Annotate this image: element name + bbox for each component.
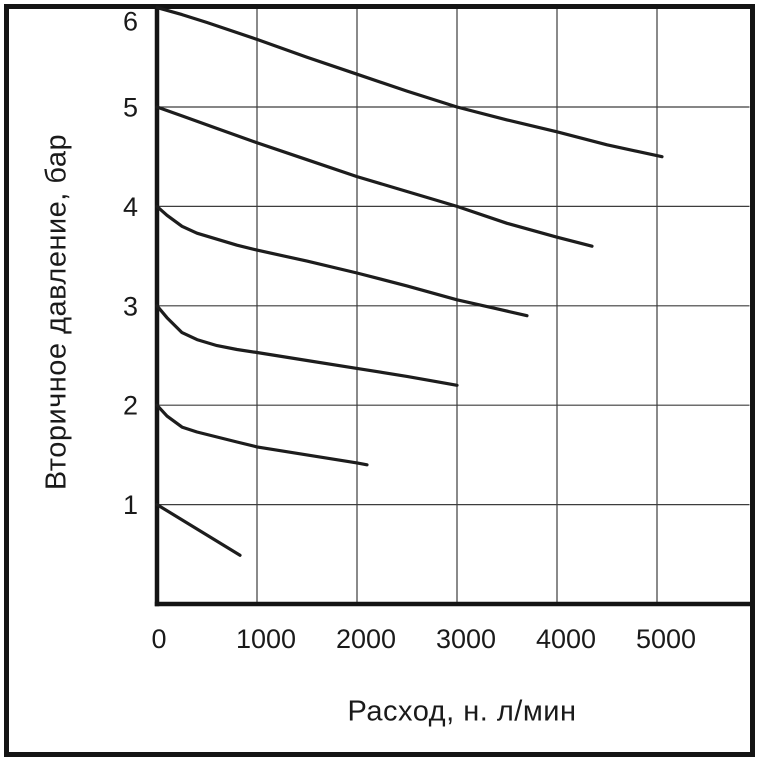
x-tick-label-0: 0 (151, 624, 166, 654)
curve-set-pressure-4-bar (155, 204, 529, 318)
curve-set-pressure-6-bar (155, 5, 664, 159)
y-tick-labels: 1 2 3 4 5 6 (123, 7, 138, 521)
y-axis-title: Вторичное давление, бар (40, 133, 73, 491)
x-tick-label-1000: 1000 (236, 624, 296, 654)
x-tick-label-4000: 4000 (536, 624, 596, 654)
curve-set-pressure-1-bar (155, 503, 242, 557)
x-tick-label-2000: 2000 (336, 624, 396, 654)
outer-frame (4, 4, 755, 757)
x-tick-label-3000: 3000 (436, 624, 496, 654)
pressure-curves (155, 5, 664, 557)
y-tick-label-3: 3 (123, 291, 138, 321)
y-tick-label-6: 6 (123, 7, 138, 37)
curve-set-pressure-3-bar (155, 304, 459, 387)
x-tick-labels: 0 1000 2000 3000 4000 5000 (151, 624, 696, 654)
y-tick-label-4: 4 (123, 192, 138, 222)
curve-set-pressure-2-bar (155, 403, 369, 467)
curve-set-pressure-5-bar (155, 105, 594, 248)
figure-frame (4, 4, 755, 757)
gridlines (157, 9, 750, 604)
y-tick-label-1: 1 (123, 490, 138, 520)
y-tick-label-2: 2 (123, 391, 138, 421)
x-axis-title: Расход, н. л/мин (347, 695, 577, 728)
y-tick-label-5: 5 (123, 93, 138, 123)
x-tick-label-5000: 5000 (636, 624, 696, 654)
